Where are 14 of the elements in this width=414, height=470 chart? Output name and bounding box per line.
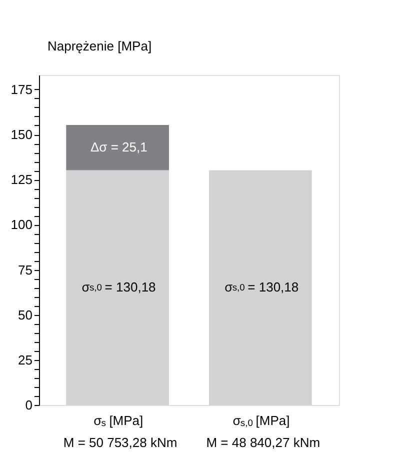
y-tick-label: 0: [25, 398, 32, 412]
y-tick-label: 125: [10, 172, 32, 188]
y-tick-label: 100: [10, 217, 32, 232]
y-axis-title: Naprężenie [MPa]: [48, 38, 152, 54]
x-tick-label: σs,0 [MPa] M = 48 840,27 kNm: [206, 413, 320, 450]
data-label: σs,0 = 130,18: [82, 280, 156, 295]
x-tick-label: σs [MPa] M = 50 753,28 kNm: [63, 413, 178, 450]
y-tick-label: 150: [10, 127, 32, 142]
data-label: Δσ = 25,1: [90, 140, 148, 155]
y-tick-label: 175: [10, 82, 32, 97]
y-tick-label: 75: [18, 262, 32, 278]
data-label: σs,0 = 130,18: [224, 280, 299, 295]
y-tick-label: 50: [18, 307, 32, 322]
y-tick-label: 25: [18, 352, 32, 368]
